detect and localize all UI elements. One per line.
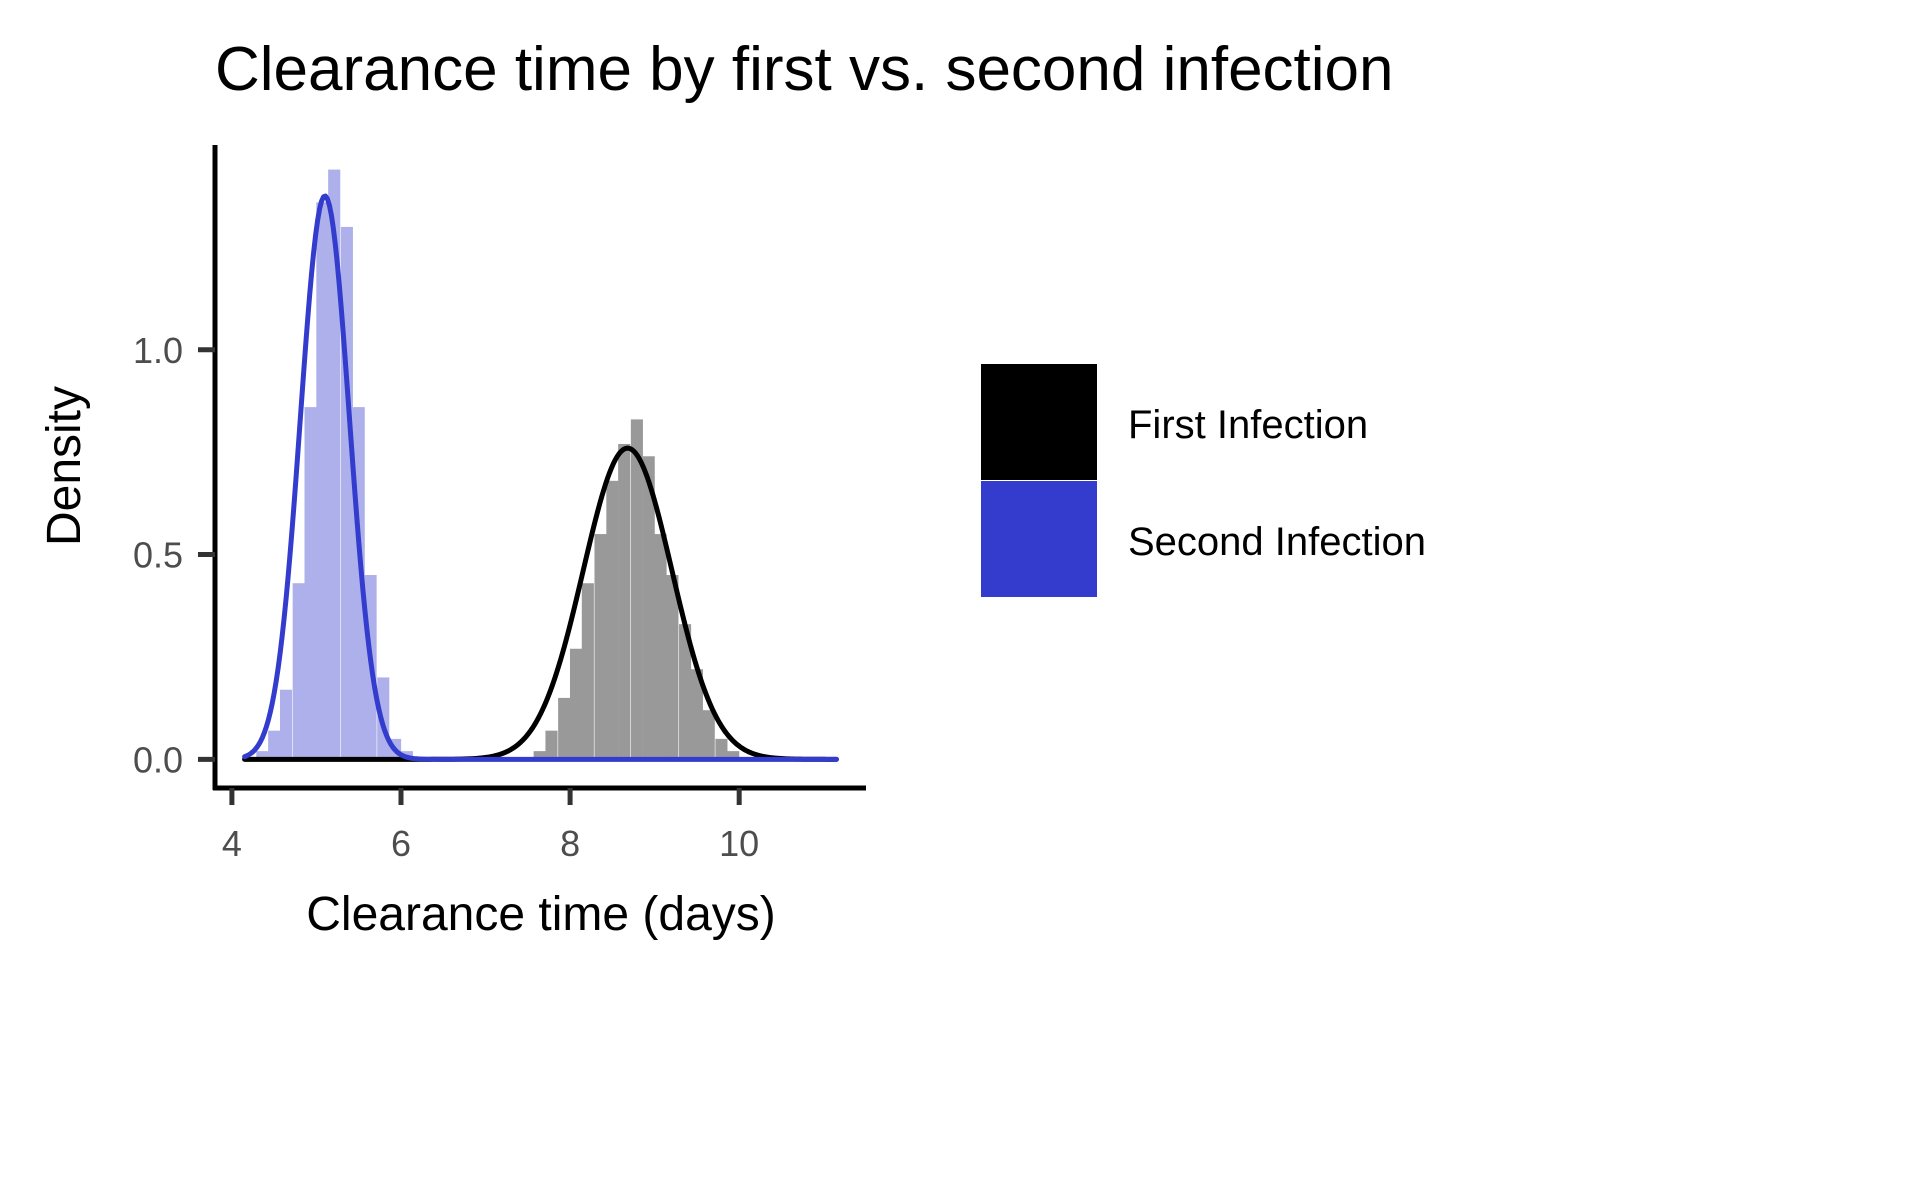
histogram-bar [256, 751, 269, 760]
x-tick-label: 4 [222, 823, 242, 864]
y-axis-title: Density [38, 386, 91, 546]
legend-key [981, 364, 1097, 480]
histogram-bar [268, 730, 281, 760]
histogram-bar [679, 624, 692, 760]
y-tick-label: 0.0 [133, 739, 183, 780]
histogram-bar [642, 456, 655, 760]
histogram-bar [533, 751, 546, 760]
x-tick-label: 10 [719, 823, 759, 864]
axis-ticks: 0.0 0.5 1.0 4 6 8 10 [133, 330, 759, 864]
histogram-bar [702, 710, 715, 760]
histogram-bar [727, 751, 740, 760]
density-curve [242, 445, 839, 762]
legend-key [981, 481, 1097, 597]
histogram-bar [279, 689, 293, 760]
plot-area [242, 169, 839, 762]
density-curve [242, 193, 839, 762]
y-tick-label: 0.5 [133, 535, 183, 576]
x-axis-title: Clearance time (days) [306, 888, 776, 941]
histogram-bar [304, 407, 317, 760]
x-tick-label: 8 [560, 823, 580, 864]
x-tick-label: 6 [391, 823, 411, 864]
histogram-bar [606, 480, 619, 760]
histogram-bar [715, 738, 728, 760]
y-tick-label: 1.0 [133, 330, 183, 371]
histogram-bar [690, 669, 703, 760]
legend: First Infection Second Infection [981, 364, 1426, 597]
histogram-bar [654, 534, 667, 760]
chart-title: Clearance time by first vs. second infec… [215, 35, 1394, 104]
histogram-bar [558, 697, 571, 760]
histogram-bar [292, 583, 305, 760]
histogram-bar [630, 419, 643, 760]
histogram-bar [666, 575, 679, 760]
histogram-bar [594, 534, 607, 760]
histogram-bar [316, 202, 329, 760]
histogram-bar [328, 169, 341, 760]
histogram-bar [569, 648, 583, 760]
histogram-bars [256, 169, 740, 760]
histogram-bar [545, 730, 558, 760]
density-curves [242, 193, 839, 762]
density-chart: Clearance time by first vs. second infec… [38, 35, 1426, 941]
legend-label: Second Infection [1128, 520, 1426, 564]
legend-label: First Infection [1128, 403, 1368, 447]
histogram-bar [618, 443, 631, 760]
histogram-bar [581, 583, 594, 760]
